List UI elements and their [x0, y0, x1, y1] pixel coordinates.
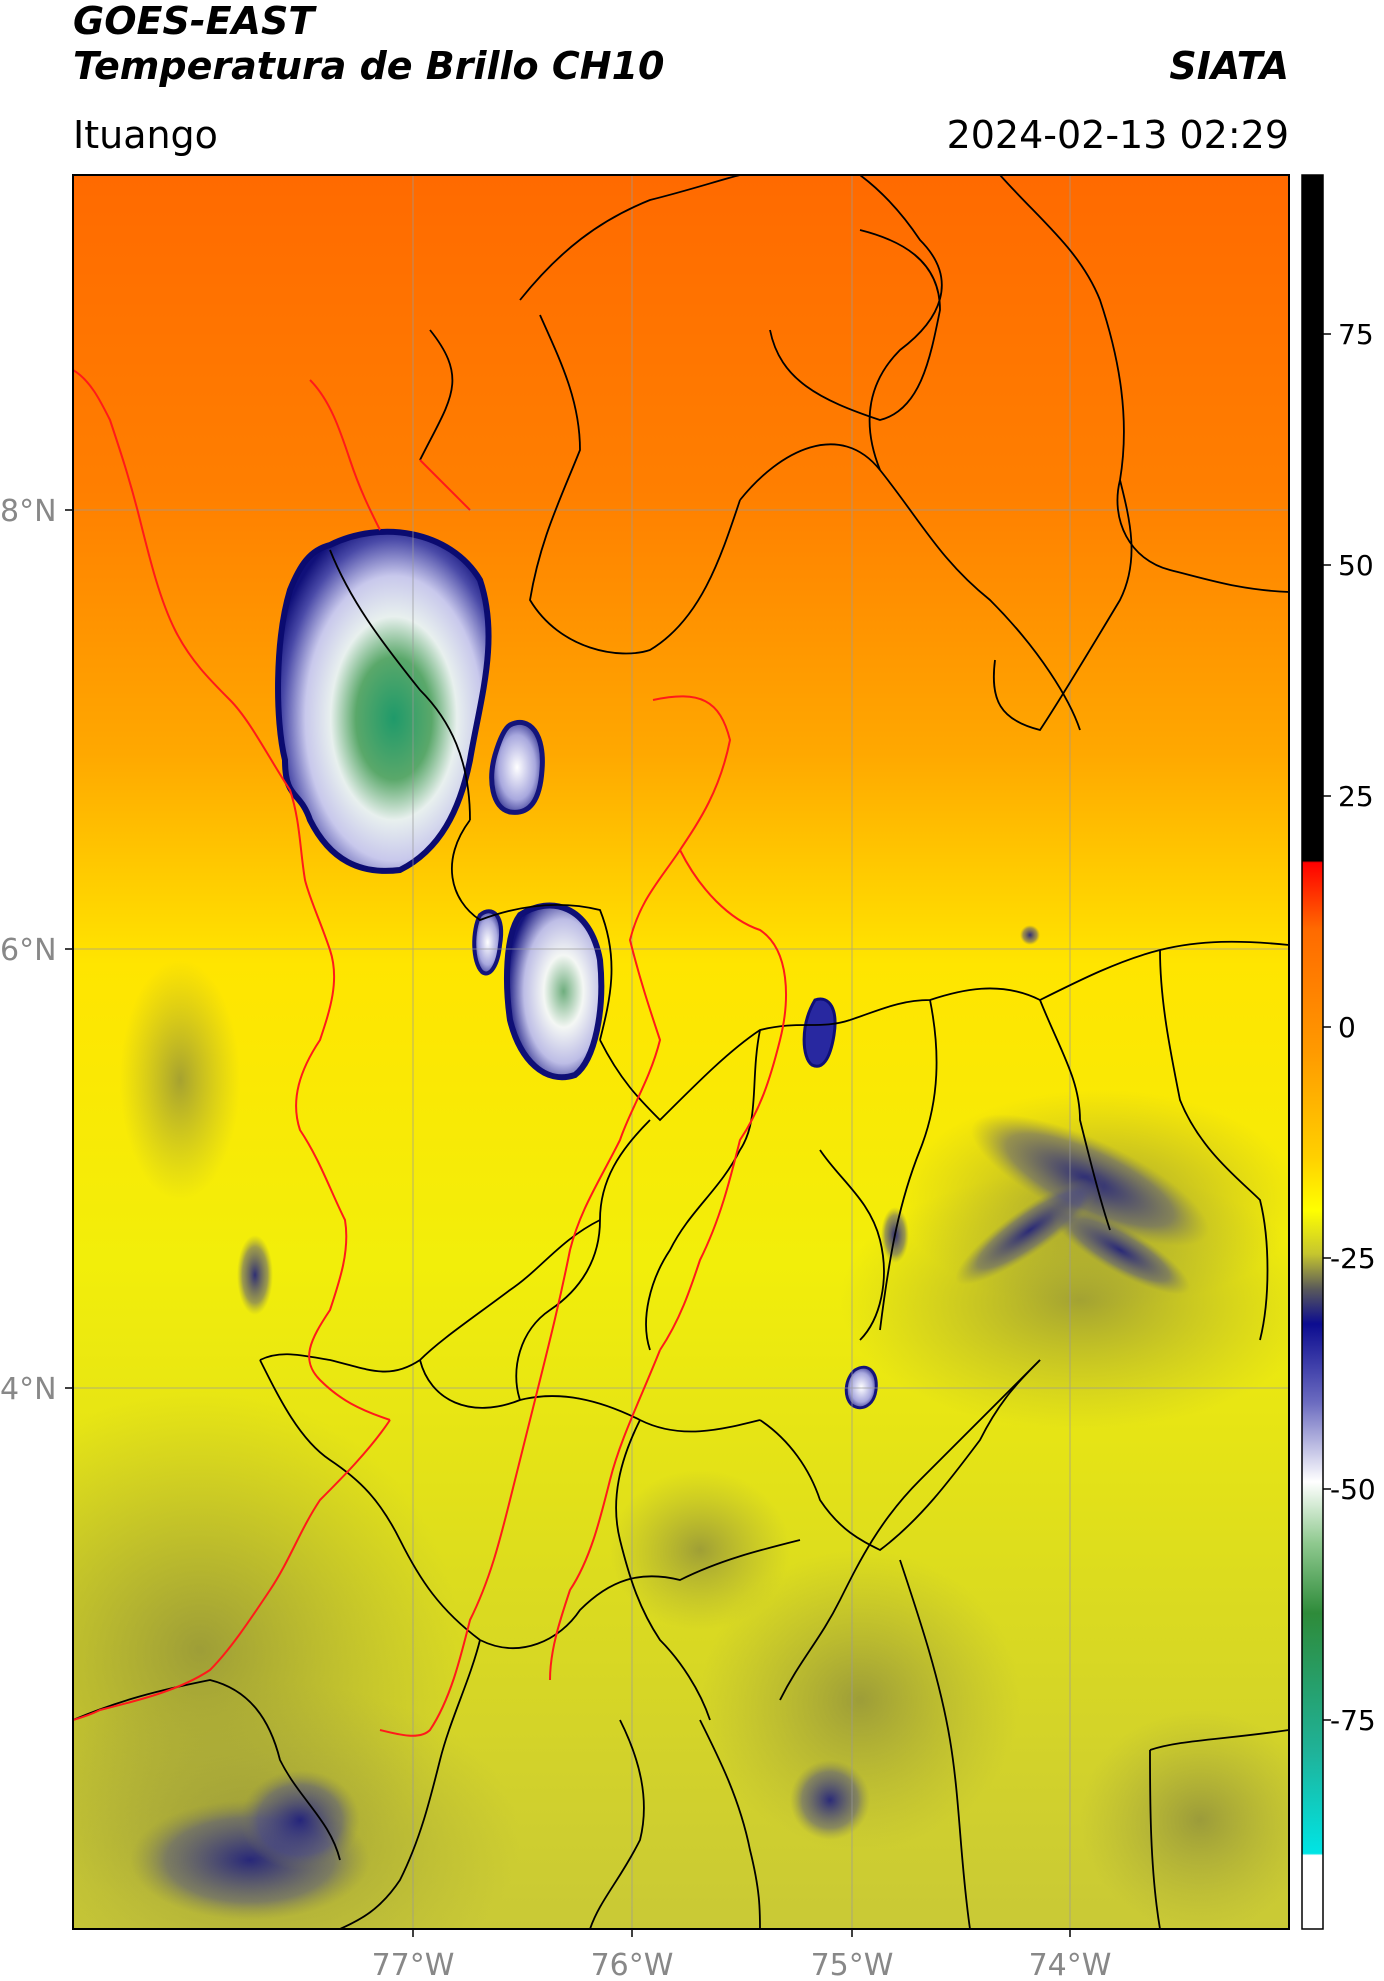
colorbar-ticks	[1323, 333, 1331, 1721]
brand-label: SIATA	[1169, 44, 1289, 88]
map-frame	[72, 174, 1290, 1930]
colorbar-label-minus75: -75	[1330, 1704, 1376, 1737]
lon-label-74w: 74°W	[1029, 1948, 1112, 1981]
colorbar-label-0: 0	[1338, 1011, 1356, 1044]
lat-label-8n: 8°N	[0, 494, 57, 529]
title-line2: Temperatura de Brillo CH10	[73, 44, 665, 88]
lon-label-75w: 75°W	[811, 1948, 894, 1981]
map-gridlines	[73, 175, 1289, 1929]
lat-label-6n: 6°N	[0, 933, 57, 968]
colorbar-label-25: 25	[1338, 780, 1374, 813]
location-label: Ituango	[73, 113, 218, 157]
department-boundaries	[73, 175, 1289, 1929]
lon-label-77w: 77°W	[372, 1948, 455, 1981]
colorbar-label-minus50: -50	[1330, 1473, 1376, 1506]
datetime-label: 2024-02-13 02:29	[946, 113, 1289, 157]
title-line1: GOES-EAST	[73, 0, 315, 43]
coastline	[73, 369, 787, 1737]
lon-ticks	[412, 1929, 1071, 1937]
colorbar-label-50: 50	[1338, 549, 1374, 582]
lat-label-4n: 4°N	[0, 1372, 57, 1407]
lat-ticks	[65, 509, 73, 1389]
colorbar-label-minus25: -25	[1330, 1242, 1376, 1275]
temperature-field	[73, 175, 1289, 1929]
colorbar-label-75: 75	[1338, 318, 1374, 351]
lon-label-76w: 76°W	[591, 1948, 674, 1981]
colorbar	[1301, 174, 1324, 1930]
